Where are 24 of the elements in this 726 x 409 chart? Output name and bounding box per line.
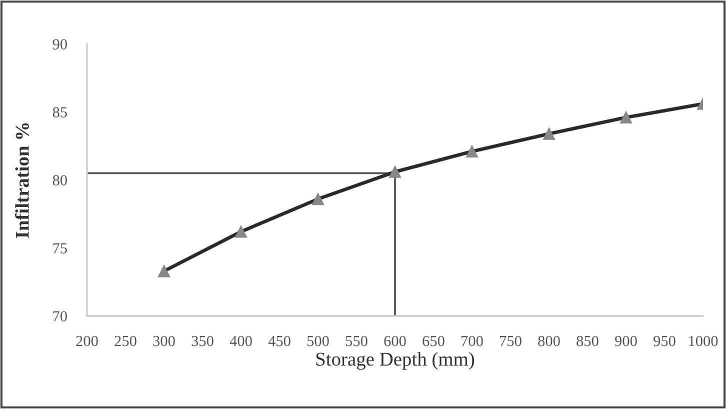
y-tick-label: 80: [52, 175, 67, 186]
x-tick-label: 800: [538, 336, 560, 346]
x-tick-label: 500: [307, 336, 329, 346]
y-tick-label: 70: [53, 311, 67, 322]
x-tick-label: 1000: [689, 336, 718, 346]
x-tick-label: 850: [576, 336, 598, 346]
x-tick-label: 250: [114, 336, 136, 346]
y-tick-label: 90: [52, 39, 67, 50]
x-tick-label: 550: [346, 336, 368, 346]
x-tick-label: 700: [462, 336, 483, 346]
x-tick-label: 450: [268, 336, 290, 346]
y-tick-label: 85: [52, 107, 67, 118]
x-tick-label: 950: [654, 336, 676, 346]
x-tick-label: 600: [384, 336, 406, 346]
x-tick-label: 650: [422, 336, 444, 346]
x-tick-label: 400: [230, 336, 252, 346]
x-tick-label: 350: [192, 336, 214, 346]
x-tick-label: 750: [500, 336, 522, 346]
y-axis-title: Infiltration %: [15, 123, 29, 238]
x-tick-label: 200: [76, 336, 98, 346]
y-tick-label: 75: [53, 243, 67, 254]
x-tick-label: 300: [153, 336, 175, 346]
x-axis-title: Storage Depth (mm): [316, 352, 474, 370]
x-tick-label: 900: [615, 336, 637, 346]
